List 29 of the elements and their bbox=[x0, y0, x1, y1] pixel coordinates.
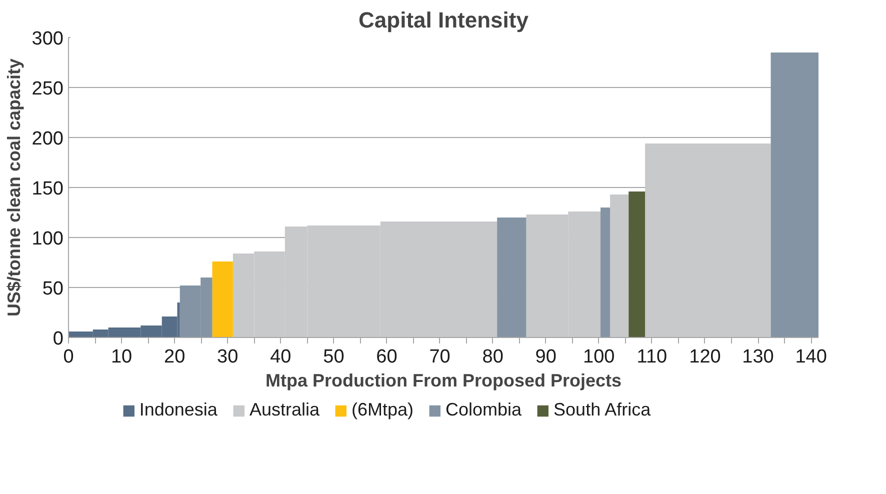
y-tick-label: 200 bbox=[32, 128, 64, 150]
x-tick-label: 70 bbox=[429, 346, 450, 368]
legend-label: Colombia bbox=[445, 400, 522, 420]
x-tick-label: 90 bbox=[535, 346, 556, 368]
legend-label: (6Mtpa) bbox=[351, 400, 414, 420]
x-tick-label: 20 bbox=[164, 346, 186, 368]
y-tick-label: 250 bbox=[32, 78, 64, 100]
legend-label: Australia bbox=[249, 400, 320, 420]
x-tick-label: 10 bbox=[110, 346, 132, 368]
x-tick-label: 130 bbox=[742, 346, 774, 368]
legend-label: Indonesia bbox=[139, 400, 218, 420]
x-tick-label: 110 bbox=[636, 346, 668, 368]
x-tick-label: 140 bbox=[795, 346, 827, 368]
x-tick-label: 100 bbox=[583, 346, 615, 368]
x-tick-label: 30 bbox=[217, 346, 238, 368]
x-tick-label: 40 bbox=[270, 346, 292, 368]
y-axis-title: US$/tonne clean coal capacity bbox=[4, 58, 24, 317]
x-tick-label: 50 bbox=[323, 346, 344, 368]
legend-label: South Africa bbox=[554, 400, 651, 420]
y-tick-label: 100 bbox=[32, 228, 64, 250]
y-tick-label: 0 bbox=[52, 328, 64, 350]
x-tick-label: 60 bbox=[376, 346, 398, 368]
y-tick-label: 50 bbox=[42, 278, 64, 300]
y-tick-label: 300 bbox=[32, 28, 64, 50]
x-axis-title: Mtpa Production From Proposed Projects bbox=[265, 370, 622, 390]
chart-title: Capital Intensity bbox=[358, 8, 530, 32]
x-tick-label: 120 bbox=[689, 346, 721, 368]
x-tick-label: 80 bbox=[482, 346, 504, 368]
y-tick-label: 150 bbox=[32, 178, 64, 200]
